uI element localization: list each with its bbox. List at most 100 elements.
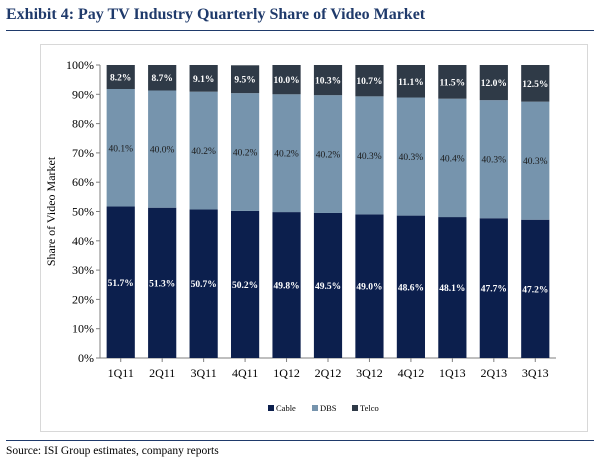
bar-cable	[272, 212, 301, 358]
y-tick-label: 20%	[72, 292, 94, 306]
data-label-cable: 47.7%	[481, 285, 507, 295]
data-label-telco: 8.7%	[151, 74, 172, 84]
bar-dbs	[438, 98, 467, 218]
y-tick-label: 80%	[72, 117, 94, 131]
bar-dbs	[230, 93, 260, 211]
y-tick-label: 90%	[72, 87, 94, 101]
data-label-cable: 49.0%	[356, 283, 382, 293]
data-label-telco: 9.5%	[234, 76, 255, 86]
bar-cable	[106, 206, 135, 358]
stacked-bar-chart: 0% 10% 20% 30% 40% 50% 60% 70% 80% 90% 100% Share o…	[44, 58, 556, 413]
bar-cable	[230, 210, 260, 358]
data-label-telco: 12.5%	[522, 80, 548, 90]
x-tick-label: 1Q12	[273, 366, 300, 380]
legend-swatch-telco	[352, 405, 358, 411]
y-tick-label: 0%	[78, 351, 94, 365]
title-divider	[6, 30, 594, 31]
data-label-cable: 49.8%	[273, 282, 299, 292]
x-tick-label: 3Q13	[522, 366, 549, 380]
y-tick-label: 70%	[72, 146, 94, 160]
x-tick-label: 2Q12	[315, 366, 342, 380]
legend-swatch-cable	[268, 405, 274, 411]
data-label-telco: 11.5%	[440, 78, 466, 88]
bar-dbs	[396, 97, 426, 216]
data-label-telco: 10.0%	[273, 76, 299, 86]
bar-dbs	[355, 96, 384, 215]
data-label-cable: 50.2%	[232, 281, 258, 291]
y-axis-title: Share of Video Market	[44, 156, 58, 266]
bar-cable	[148, 207, 177, 358]
y-tick-label: 40%	[72, 234, 94, 248]
bar-cable	[521, 219, 550, 358]
data-label-cable: 51.3%	[149, 279, 175, 289]
bar-telco	[479, 65, 508, 101]
legend-label-dbs: DBS	[320, 403, 337, 413]
legend-label-telco: Telco	[360, 403, 379, 413]
data-label-cable: 47.2%	[522, 285, 548, 295]
x-tick-label: 2Q13	[480, 366, 507, 380]
bar-telco	[106, 65, 135, 90]
bar-dbs	[521, 101, 550, 220]
legend-swatch-dbs	[312, 405, 318, 411]
y-tick-label: 50%	[72, 205, 94, 219]
data-label-telco: 10.7%	[356, 77, 382, 87]
data-label-telco: 10.3%	[315, 77, 341, 87]
chart-frame: 0% 10% 20% 30% 40% 50% 60% 70% 80% 90% 100% Share o…	[40, 44, 588, 432]
bar-dbs	[189, 91, 218, 210]
bar-telco	[355, 65, 384, 97]
bar-cable	[438, 217, 467, 358]
data-label-dbs: 40.3%	[523, 157, 548, 167]
bar-telco	[272, 65, 301, 95]
data-label-telco: 11.1%	[398, 78, 424, 88]
x-tick-label: 4Q12	[398, 366, 425, 380]
bar-dbs	[479, 100, 508, 219]
data-label-dbs: 40.2%	[191, 147, 216, 157]
bar-telco	[396, 65, 426, 98]
bar-telco	[230, 65, 260, 94]
bar-telco	[313, 65, 343, 96]
bar-cable	[313, 212, 343, 358]
bar-telco	[189, 65, 218, 92]
footer-divider	[6, 440, 594, 441]
x-tick-label: 2Q11	[149, 366, 175, 380]
bar-cable	[189, 209, 218, 358]
source-note: Source: ISI Group estimates, company rep…	[6, 445, 219, 457]
chart-title: Exhibit 4: Pay TV Industry Quarterly Sha…	[6, 6, 426, 23]
data-label-cable: 51.7%	[108, 279, 134, 289]
bar-telco	[521, 65, 550, 102]
data-label-dbs: 40.3%	[357, 152, 382, 162]
data-label-dbs: 40.2%	[233, 149, 258, 159]
bar-cable	[355, 214, 384, 358]
data-label-cable: 48.1%	[439, 284, 465, 294]
data-label-cable: 48.6%	[398, 283, 424, 293]
bar-cable	[396, 215, 426, 358]
data-label-cable: 49.5%	[315, 282, 341, 292]
data-label-telco: 12.0%	[481, 79, 507, 89]
data-label-dbs: 40.4%	[440, 154, 465, 164]
data-label-dbs: 40.2%	[274, 150, 299, 160]
x-tick-label: 3Q11	[191, 366, 217, 380]
data-label-telco: 9.1%	[193, 75, 214, 85]
x-tick-label: 1Q13	[439, 366, 466, 380]
data-label-dbs: 40.3%	[482, 156, 507, 166]
data-label-dbs: 40.2%	[316, 151, 341, 161]
data-label-dbs: 40.3%	[399, 153, 424, 163]
bar-dbs	[148, 90, 177, 208]
data-label-dbs: 40.0%	[150, 146, 175, 156]
x-tick-label: 1Q11	[108, 366, 134, 380]
legend-label-cable: Cable	[276, 403, 296, 413]
data-label-dbs: 40.1%	[108, 144, 133, 154]
bar-cable	[479, 218, 508, 358]
bar-dbs	[106, 89, 135, 207]
data-label-telco: 8.2%	[110, 74, 131, 84]
y-tick-label: 10%	[72, 322, 94, 336]
y-tick-label: 60%	[72, 175, 94, 189]
data-label-cable: 50.7%	[191, 280, 217, 290]
x-tick-label: 3Q12	[356, 366, 383, 380]
x-tick-label: 4Q11	[232, 366, 258, 380]
bar-dbs	[272, 94, 301, 213]
y-tick-label: 30%	[72, 263, 94, 277]
bar-telco	[148, 65, 177, 91]
y-tick-label: 100%	[66, 58, 94, 72]
bar-dbs	[313, 95, 343, 213]
